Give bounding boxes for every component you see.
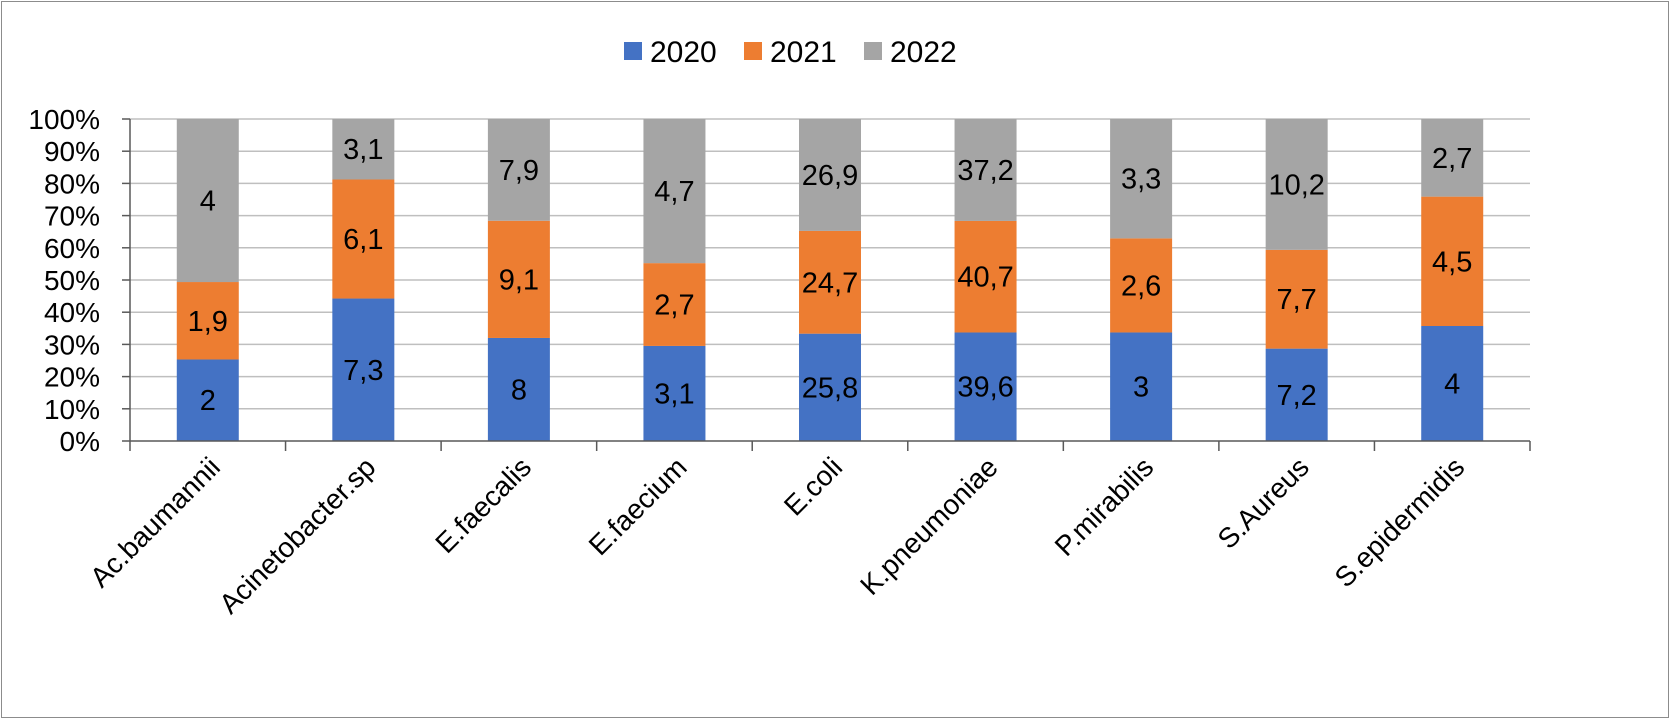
x-category-label: Acinetobacter.sp bbox=[213, 451, 381, 619]
bars: 2 1,9 4 7,3 6,1 3,1 8 9,1 7,9 3,1 2,7 4,7 25,8 24,7 26… bbox=[176, 119, 1484, 441]
data-label-2022: 26,9 bbox=[802, 160, 858, 192]
data-label-2022: 37,2 bbox=[957, 155, 1013, 187]
x-category-label: E.coli bbox=[778, 451, 848, 521]
y-tick-label: 70% bbox=[44, 201, 100, 232]
legend-swatch-2021 bbox=[744, 42, 762, 60]
x-category-label: S.epidermidis bbox=[1329, 451, 1471, 593]
y-tick-label: 80% bbox=[44, 168, 100, 199]
bar-segment-2022 bbox=[799, 119, 861, 231]
legend: 2020 2021 2022 bbox=[624, 36, 957, 69]
bar-segment-2020 bbox=[1265, 348, 1328, 441]
data-label-2021: 40,7 bbox=[957, 262, 1013, 294]
bar-segment-2021 bbox=[176, 282, 239, 360]
bar-segment-2021 bbox=[487, 220, 550, 338]
bar-segment-2021 bbox=[1265, 249, 1328, 349]
bar-segment-2020 bbox=[1421, 326, 1484, 441]
bar-segment-2020 bbox=[954, 332, 1017, 441]
data-label-2020: 3 bbox=[1133, 372, 1149, 404]
data-label-2022: 10,2 bbox=[1268, 169, 1324, 201]
data-label-2022: 4,7 bbox=[654, 176, 694, 208]
bar-segment-2021 bbox=[332, 179, 395, 299]
data-label-2022: 3,1 bbox=[343, 134, 383, 166]
legend-swatch-2022 bbox=[864, 42, 882, 60]
x-category-label: E.faecalis bbox=[429, 451, 537, 559]
bar-segment-2021 bbox=[1110, 238, 1173, 333]
x-category-label: K.pneumoniae bbox=[854, 451, 1004, 601]
data-label-2022: 4 bbox=[200, 186, 216, 218]
bar-segment-2020 bbox=[487, 337, 550, 441]
bar-segment-2022 bbox=[487, 119, 550, 221]
y-axis: 0%10%20%30%40%50%60%70%80%90%100% bbox=[28, 104, 131, 457]
bar-segment-2020 bbox=[332, 298, 395, 441]
bar-segment-2021 bbox=[643, 263, 706, 346]
data-label-2020: 7,3 bbox=[343, 355, 383, 387]
legend-label-2022: 2022 bbox=[890, 36, 957, 69]
y-tick-label: 60% bbox=[44, 233, 100, 264]
data-label-2021: 2,7 bbox=[654, 290, 694, 322]
x-category-label: Ac.baumannii bbox=[84, 451, 226, 593]
bar-segment-2020 bbox=[1110, 332, 1173, 441]
bar-segment-2021 bbox=[954, 220, 1017, 333]
data-label-2020: 7,2 bbox=[1277, 380, 1317, 412]
bar-segment-2020 bbox=[643, 345, 706, 441]
data-label-2020: 8 bbox=[511, 374, 527, 406]
y-tick-label: 10% bbox=[44, 394, 100, 425]
data-label-2022: 3,3 bbox=[1121, 164, 1161, 196]
bar-segment-2021 bbox=[1421, 196, 1484, 326]
bar-segment-2022 bbox=[643, 119, 706, 264]
data-label-2020: 39,6 bbox=[957, 372, 1013, 404]
data-label-2021: 4,5 bbox=[1432, 246, 1472, 278]
bar-segment-2022 bbox=[1110, 119, 1173, 239]
data-label-2021: 2,6 bbox=[1121, 270, 1161, 302]
x-category-label: E.faecium bbox=[583, 451, 693, 561]
y-tick-label: 90% bbox=[44, 136, 100, 167]
y-tick-label: 20% bbox=[44, 362, 100, 393]
y-tick-label: 40% bbox=[44, 297, 100, 328]
y-tick-label: 30% bbox=[44, 329, 100, 360]
bar-segment-2022 bbox=[954, 119, 1017, 221]
bar-segment-2022 bbox=[332, 119, 395, 180]
x-category-label: P.mirabilis bbox=[1049, 451, 1160, 562]
bar-segment-2022 bbox=[176, 119, 239, 283]
legend-swatch-2020 bbox=[624, 42, 642, 60]
data-label-2021: 9,1 bbox=[499, 264, 539, 296]
data-label-2021: 1,9 bbox=[188, 306, 228, 338]
y-tick-label: 100% bbox=[28, 104, 100, 135]
bar-segment-2020 bbox=[799, 333, 861, 441]
data-label-2022: 7,9 bbox=[499, 155, 539, 187]
data-label-2021: 24,7 bbox=[802, 267, 858, 299]
bar-segment-2021 bbox=[799, 230, 861, 334]
data-label-2020: 4 bbox=[1444, 369, 1460, 401]
bar-segment-2020 bbox=[176, 359, 239, 441]
legend-label-2020: 2020 bbox=[650, 36, 717, 69]
data-label-2021: 6,1 bbox=[343, 224, 383, 256]
data-label-2020: 25,8 bbox=[802, 372, 858, 404]
data-label-2021: 7,7 bbox=[1277, 284, 1317, 316]
data-label-2020: 3,1 bbox=[654, 378, 694, 410]
bar-segment-2022 bbox=[1421, 119, 1484, 197]
y-tick-label: 0% bbox=[60, 426, 100, 457]
x-category-label: S.Aureus bbox=[1212, 451, 1315, 554]
data-label-2020: 2 bbox=[200, 385, 216, 417]
y-tick-label: 50% bbox=[44, 265, 100, 296]
bar-segment-2022 bbox=[1265, 119, 1328, 250]
data-label-2022: 2,7 bbox=[1432, 143, 1472, 175]
legend-label-2021: 2021 bbox=[770, 36, 837, 69]
